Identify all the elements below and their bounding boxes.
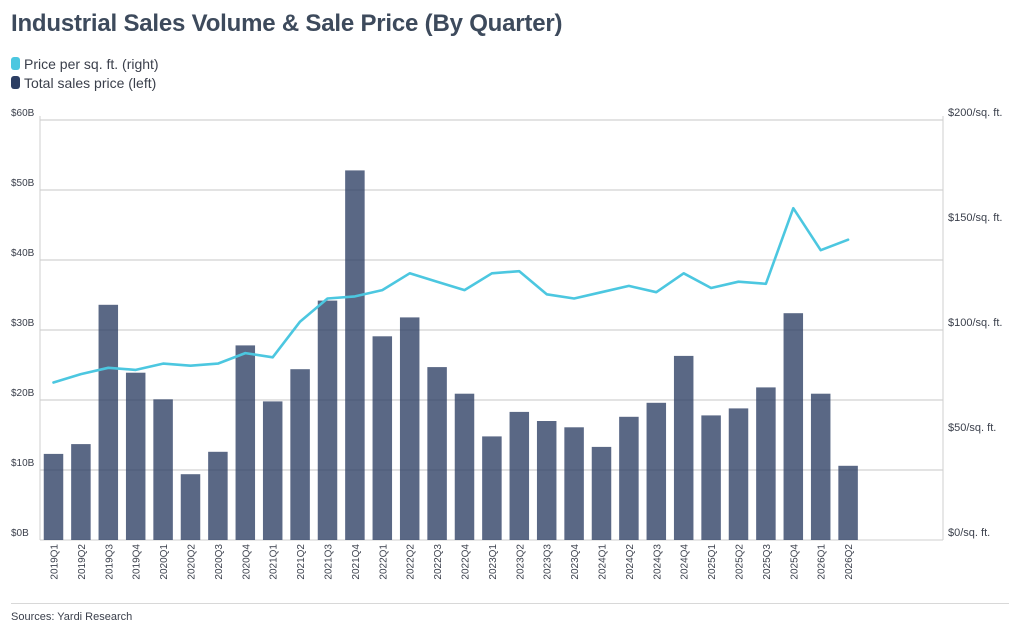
bar bbox=[536, 421, 557, 540]
x-tick-label: 2026Q2 bbox=[844, 544, 855, 580]
x-tick-label: 2019Q1 bbox=[50, 544, 61, 580]
bar bbox=[153, 399, 173, 540]
bar bbox=[180, 474, 201, 540]
bar bbox=[756, 387, 776, 540]
x-tick-label: 2024Q4 bbox=[680, 544, 691, 580]
bar bbox=[701, 415, 721, 540]
bar bbox=[591, 446, 612, 540]
y-left-tick-label: $0B bbox=[11, 528, 29, 539]
x-tick-label: 2022Q4 bbox=[461, 544, 472, 580]
bar bbox=[290, 369, 310, 540]
x-tick-label: 2024Q2 bbox=[625, 544, 636, 580]
x-tick-label: 2019Q3 bbox=[104, 544, 115, 580]
x-tick-label: 2023Q1 bbox=[488, 544, 499, 580]
bar bbox=[43, 453, 64, 540]
y-left-tick-label: $30B bbox=[11, 318, 35, 329]
legend-label-total: Total sales price (left) bbox=[24, 74, 157, 91]
y-right-tick-label: $50/sq. ft. bbox=[948, 422, 996, 434]
bar bbox=[619, 416, 639, 540]
x-tick-label: 2022Q3 bbox=[433, 544, 444, 580]
x-tick-label: 2025Q3 bbox=[762, 544, 773, 580]
bar bbox=[673, 355, 694, 540]
source-divider bbox=[11, 603, 1009, 604]
y-left-tick-label: $20B bbox=[11, 388, 35, 399]
x-tick-label: 2020Q2 bbox=[187, 544, 198, 580]
bar bbox=[372, 336, 393, 540]
legend-swatch-total bbox=[11, 76, 20, 89]
bar bbox=[125, 372, 146, 540]
legend-label-price: Price per sq. ft. (right) bbox=[24, 55, 159, 72]
bar bbox=[728, 408, 749, 540]
bar bbox=[262, 401, 283, 540]
x-tick-label: 2021Q4 bbox=[351, 544, 362, 580]
x-tick-label: 2019Q2 bbox=[77, 544, 88, 580]
bar bbox=[482, 436, 502, 540]
x-tick-label: 2022Q2 bbox=[406, 544, 417, 580]
bar bbox=[399, 317, 420, 540]
bar bbox=[208, 451, 228, 540]
bar bbox=[564, 427, 584, 540]
legend-swatch-price bbox=[11, 57, 20, 70]
x-tick-label: 2025Q2 bbox=[735, 544, 746, 580]
bar bbox=[454, 393, 475, 540]
bar bbox=[810, 393, 831, 540]
price-line bbox=[52, 206, 850, 384]
bar bbox=[427, 367, 447, 540]
source-note: Sources: Yardi Research bbox=[11, 611, 133, 623]
y-left-tick-label: $10B bbox=[11, 458, 35, 469]
x-tick-label: 2020Q4 bbox=[241, 544, 252, 580]
y-right-tick-label: $200/sq. ft. bbox=[948, 107, 1002, 119]
bar bbox=[71, 444, 91, 540]
legend-item-price[interactable]: Price per sq. ft. (right) bbox=[11, 54, 159, 73]
x-tick-label: 2024Q3 bbox=[652, 544, 663, 580]
x-tick-label: 2021Q3 bbox=[324, 544, 335, 580]
x-tick-label: 2022Q1 bbox=[378, 544, 389, 580]
x-tick-label: 2020Q3 bbox=[214, 544, 225, 580]
y-left-tick-label: $60B bbox=[11, 108, 35, 119]
bar bbox=[838, 465, 858, 540]
x-tick-label: 2023Q4 bbox=[570, 544, 581, 580]
x-tick-label: 2021Q1 bbox=[269, 544, 280, 580]
x-tick-label: 2019Q4 bbox=[132, 544, 143, 580]
x-tick-label: 2023Q3 bbox=[543, 544, 554, 580]
legend-item-total[interactable]: Total sales price (left) bbox=[11, 73, 159, 92]
chart-title: Industrial Sales Volume & Sale Price (By… bbox=[11, 10, 563, 37]
bar bbox=[509, 411, 530, 540]
bar bbox=[98, 304, 119, 540]
x-tick-label: 2025Q4 bbox=[789, 544, 800, 580]
y-right-tick-label: $100/sq. ft. bbox=[948, 317, 1002, 329]
x-tick-label: 2023Q2 bbox=[515, 544, 526, 580]
x-tick-label: 2024Q1 bbox=[598, 544, 609, 580]
bar bbox=[235, 345, 256, 540]
x-tick-label: 2025Q1 bbox=[707, 544, 718, 580]
legend: Price per sq. ft. (right) Total sales pr… bbox=[11, 54, 159, 92]
bar bbox=[783, 313, 804, 540]
y-right-tick-label: $0/sq. ft. bbox=[948, 527, 990, 539]
x-tick-label: 2020Q1 bbox=[159, 544, 170, 580]
y-left-tick-label: $50B bbox=[11, 178, 35, 189]
x-tick-label: 2021Q2 bbox=[296, 544, 307, 580]
bar bbox=[646, 402, 667, 540]
bar bbox=[317, 300, 338, 540]
bar bbox=[345, 170, 365, 540]
y-right-tick-label: $150/sq. ft. bbox=[948, 212, 1002, 224]
x-tick-label: 2026Q1 bbox=[817, 544, 828, 580]
y-left-tick-label: $40B bbox=[11, 248, 35, 259]
